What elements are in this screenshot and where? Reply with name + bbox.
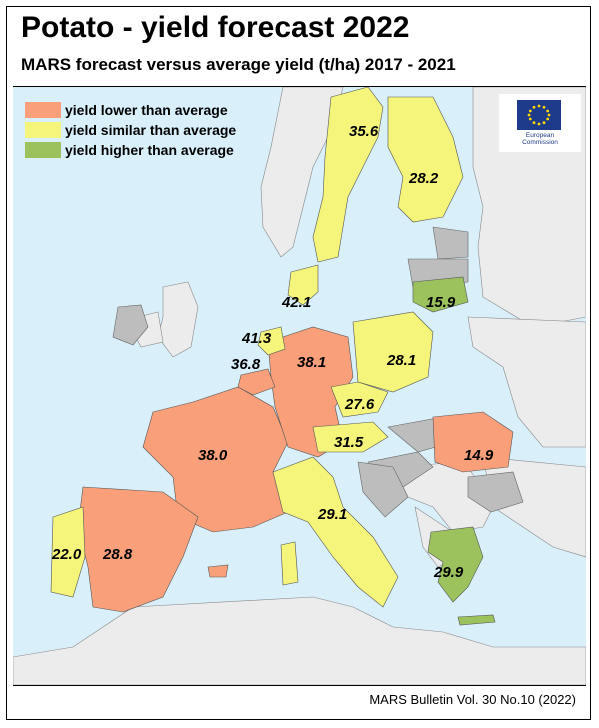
value-labels: 35.6 28.2 42.1 15.9 41.3 36.8 38.1 28.1 … (51, 123, 494, 581)
map-area: 35.6 28.2 42.1 15.9 41.3 36.8 38.1 28.1 … (13, 86, 586, 686)
value-label-romania: 14.9 (464, 447, 494, 464)
map-frame: Potato - yield forecast 2022 MARS foreca… (6, 6, 591, 720)
legend-swatch-similar (25, 122, 61, 138)
legend-swatch-lower (25, 102, 61, 118)
value-label-sweden: 35.6 (349, 123, 379, 140)
value-label-lithuania: 15.9 (426, 294, 456, 311)
legend-label-similar: yield similar than average (65, 122, 237, 138)
countries-lower (77, 326, 514, 613)
legend-label-higher: yield higher than average (65, 142, 234, 158)
value-label-finland: 28.2 (408, 170, 439, 187)
europe-map: 35.6 28.2 42.1 15.9 41.3 36.8 38.1 28.1 … (13, 87, 586, 685)
value-label-denmark: 42.1 (281, 294, 311, 311)
value-label-france: 38.0 (198, 447, 228, 464)
eu-logo-text: European Commission (522, 132, 558, 146)
countries-similar (50, 87, 464, 608)
countries-higher (412, 276, 496, 626)
legend-item-higher: yield higher than average (25, 140, 236, 160)
legend-swatch-higher (25, 142, 61, 158)
legend-item-lower: yield lower than average (25, 100, 236, 120)
value-label-italy: 29.1 (317, 506, 347, 523)
bulletin-reference: MARS Bulletin Vol. 30 No.10 (2022) (369, 692, 576, 707)
map-legend: yield lower than average yield similar t… (25, 100, 236, 160)
value-label-greece: 29.9 (433, 564, 464, 581)
map-subtitle: MARS forecast versus average yield (t/ha… (21, 55, 456, 74)
map-title: Potato - yield forecast 2022 (21, 11, 410, 44)
value-label-austria: 31.5 (334, 434, 364, 451)
value-label-spain: 28.8 (102, 546, 133, 563)
value-label-netherlands: 41.3 (241, 330, 272, 347)
eu-flag-icon (517, 100, 561, 130)
value-label-germany: 38.1 (297, 354, 326, 371)
value-label-poland: 28.1 (386, 352, 416, 369)
european-commission-logo: European Commission (499, 94, 581, 152)
value-label-belgium: 36.8 (231, 356, 261, 373)
legend-item-similar: yield similar than average (25, 120, 236, 140)
value-label-czechia: 27.6 (344, 396, 375, 413)
value-label-portugal: 22.0 (51, 546, 82, 563)
legend-label-lower: yield lower than average (65, 102, 228, 118)
